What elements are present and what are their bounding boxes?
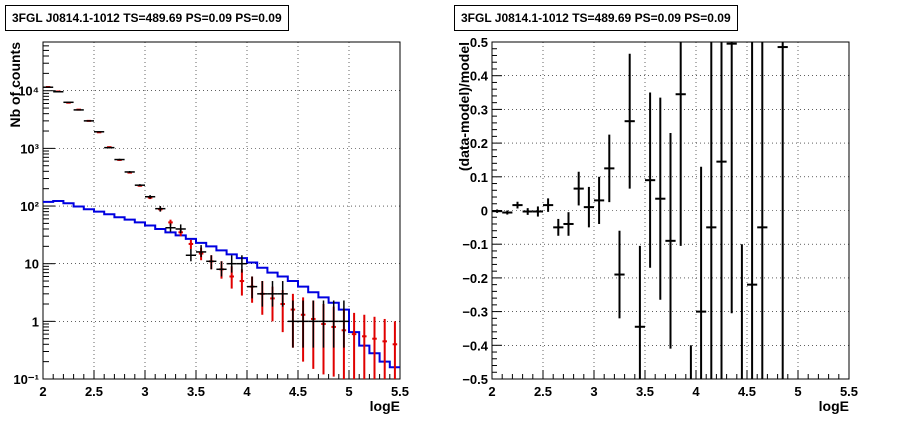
x-tick-label: 2 (39, 384, 46, 399)
counts-panel: 2 2.5 3 3.5 4 4.5 5 5.5 10⁻¹ 1 10 10² 10³ 10⁴ logE Nb o… (5, 5, 409, 414)
x-tick-label: 4.5 (738, 384, 756, 399)
y-tick-label: 0.4 (470, 69, 489, 84)
y-tick-label: 10⁴ (18, 84, 39, 99)
x-tick-label: 3 (590, 384, 597, 399)
y-tick-label: 0.3 (470, 102, 488, 117)
x-tick-label: 4 (692, 384, 700, 399)
y-axis-title: Nb of counts (7, 42, 23, 128)
residuals-panel-title: 3FGL J0814.1-1012 TS=489.69 PS=0.09 PS=0… (454, 5, 738, 31)
y-tick-label: −0.5 (462, 372, 488, 387)
y-tick-label: 0.5 (470, 35, 488, 50)
y-tick-label: 0 (481, 204, 488, 219)
x-tick-label: 5 (345, 384, 352, 399)
counts-panel-title: 3FGL J0814.1-1012 TS=489.69 PS=0.09 PS=0… (5, 5, 289, 31)
x-tick-label: 2.5 (85, 384, 103, 399)
counts-plot: 2 2.5 3 3.5 4 4.5 5 5.5 10⁻¹ 1 10 10² 10³ 10⁴ logE Nb o… (7, 41, 409, 414)
source-model-line (43, 200, 400, 369)
y-tick-label: −0.4 (462, 338, 488, 353)
x-tick-label: 2 (488, 384, 495, 399)
x-tick-label: 4 (243, 384, 251, 399)
y-tick-label: −0.2 (462, 271, 488, 286)
plot-frame (42, 41, 401, 380)
x-tick-label: 4.5 (289, 384, 307, 399)
y-tick-label: 10³ (20, 141, 39, 156)
x-axis-title: logE (819, 398, 849, 414)
y-tick-label: −0.3 (462, 305, 488, 320)
y-tick-label: 10⁻¹ (13, 372, 39, 387)
y-tick-label: 0.2 (470, 136, 488, 151)
x-axis-title: logE (370, 398, 400, 414)
y-tick-label: −0.1 (462, 237, 488, 252)
x-tick-label: 5 (794, 384, 801, 399)
residuals-panel: 2 2.5 3 3.5 4 4.5 5 5.5 −0.5 −0.4 −0.3 −0.2 −0.1 0 0.1… (449, 0, 898, 421)
x-tick-label: 3 (141, 384, 148, 399)
x-tick-label: 5.5 (391, 384, 409, 399)
y-tick-label: 1 (32, 314, 39, 329)
y-tick-label: 10² (20, 199, 39, 214)
y-axis-title: (data-model)/model (456, 42, 472, 171)
x-tick-label: 2.5 (534, 384, 552, 399)
x-tick-label: 3.5 (636, 384, 654, 399)
x-tick-label: 5.5 (840, 384, 858, 399)
x-tick-label: 3.5 (187, 384, 205, 399)
y-tick-label: 0.1 (470, 170, 488, 185)
y-tick-label: 10 (25, 257, 39, 272)
residuals-plot: 2 2.5 3 3.5 4 4.5 5 5.5 −0.5 −0.4 −0.3 −0.2 −0.1 0 0.1… (456, 35, 858, 414)
